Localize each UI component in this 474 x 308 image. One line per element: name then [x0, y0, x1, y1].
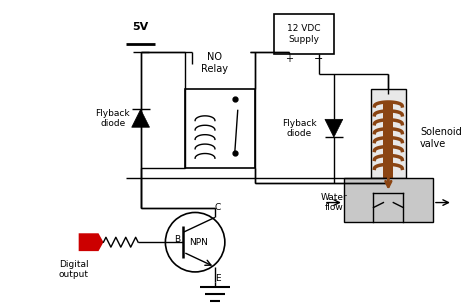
Text: Solenoid
valve: Solenoid valve	[420, 127, 462, 149]
Polygon shape	[132, 109, 149, 127]
FancyBboxPatch shape	[344, 178, 433, 222]
Text: −: −	[314, 54, 324, 64]
Text: C: C	[215, 204, 221, 213]
FancyBboxPatch shape	[383, 101, 393, 192]
Text: Digital
output: Digital output	[59, 260, 89, 279]
FancyBboxPatch shape	[185, 89, 255, 168]
Polygon shape	[325, 119, 343, 137]
Text: Flyback
diode: Flyback diode	[282, 119, 317, 138]
Text: Flyback
diode: Flyback diode	[96, 109, 130, 128]
FancyBboxPatch shape	[274, 14, 334, 54]
Text: B: B	[174, 235, 180, 244]
Text: Water
flow: Water flow	[320, 193, 347, 212]
Text: 5V: 5V	[133, 22, 149, 32]
Text: 12 VDC
Supply: 12 VDC Supply	[287, 24, 321, 44]
FancyBboxPatch shape	[371, 89, 406, 178]
Text: +: +	[285, 54, 293, 64]
Text: NPN: NPN	[189, 238, 208, 247]
Text: E: E	[215, 274, 221, 283]
Polygon shape	[79, 233, 103, 251]
Text: NO
Relay: NO Relay	[201, 52, 228, 74]
